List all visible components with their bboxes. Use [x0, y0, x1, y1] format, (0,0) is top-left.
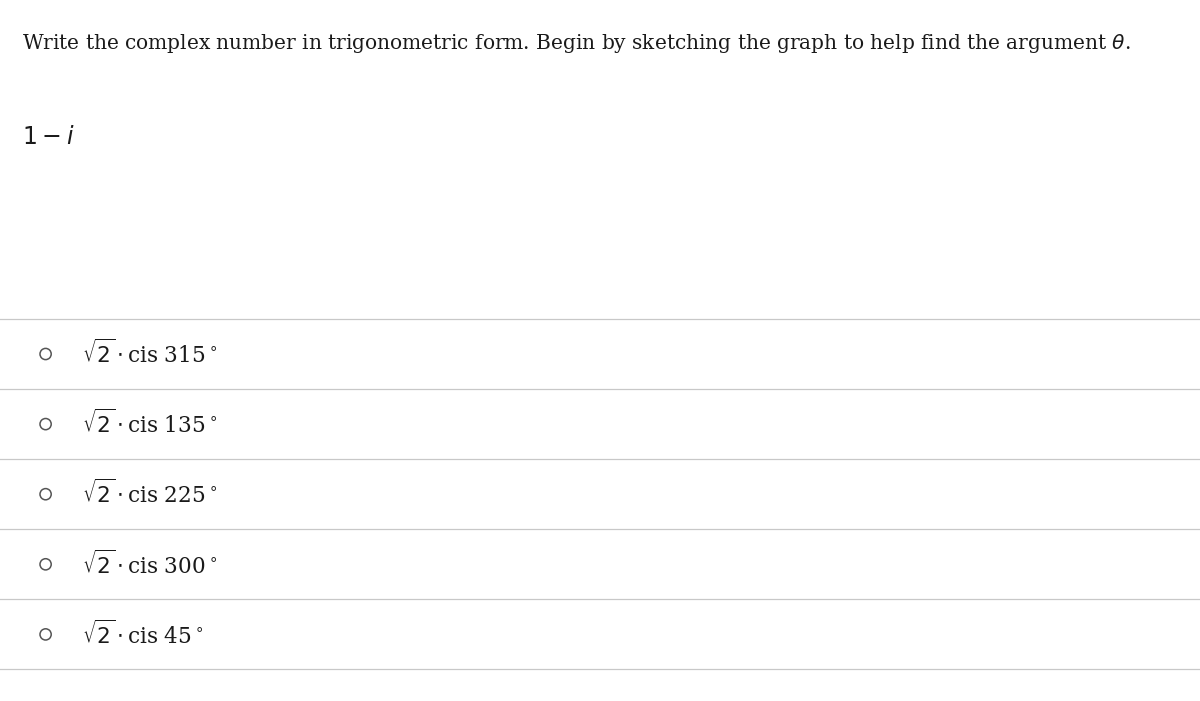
Text: Write the complex number in trigonometric form. Begin by sketching the graph to : Write the complex number in trigonometri… — [22, 32, 1130, 55]
Text: $\sqrt{2}\,{\cdot}\,$cis 45$^\circ$: $\sqrt{2}\,{\cdot}\,$cis 45$^\circ$ — [82, 620, 203, 648]
Text: $\sqrt{2}\,{\cdot}\,$cis 135$^\circ$: $\sqrt{2}\,{\cdot}\,$cis 135$^\circ$ — [82, 410, 217, 438]
Text: $\sqrt{2}\,{\cdot}\,$cis 315$^\circ$: $\sqrt{2}\,{\cdot}\,$cis 315$^\circ$ — [82, 340, 217, 368]
Text: $\sqrt{2}\,{\cdot}\,$cis 225$^\circ$: $\sqrt{2}\,{\cdot}\,$cis 225$^\circ$ — [82, 480, 217, 508]
Text: $\sqrt{2}\,{\cdot}\,$cis 300$^\circ$: $\sqrt{2}\,{\cdot}\,$cis 300$^\circ$ — [82, 550, 217, 578]
Text: $1-i$: $1-i$ — [22, 126, 74, 149]
